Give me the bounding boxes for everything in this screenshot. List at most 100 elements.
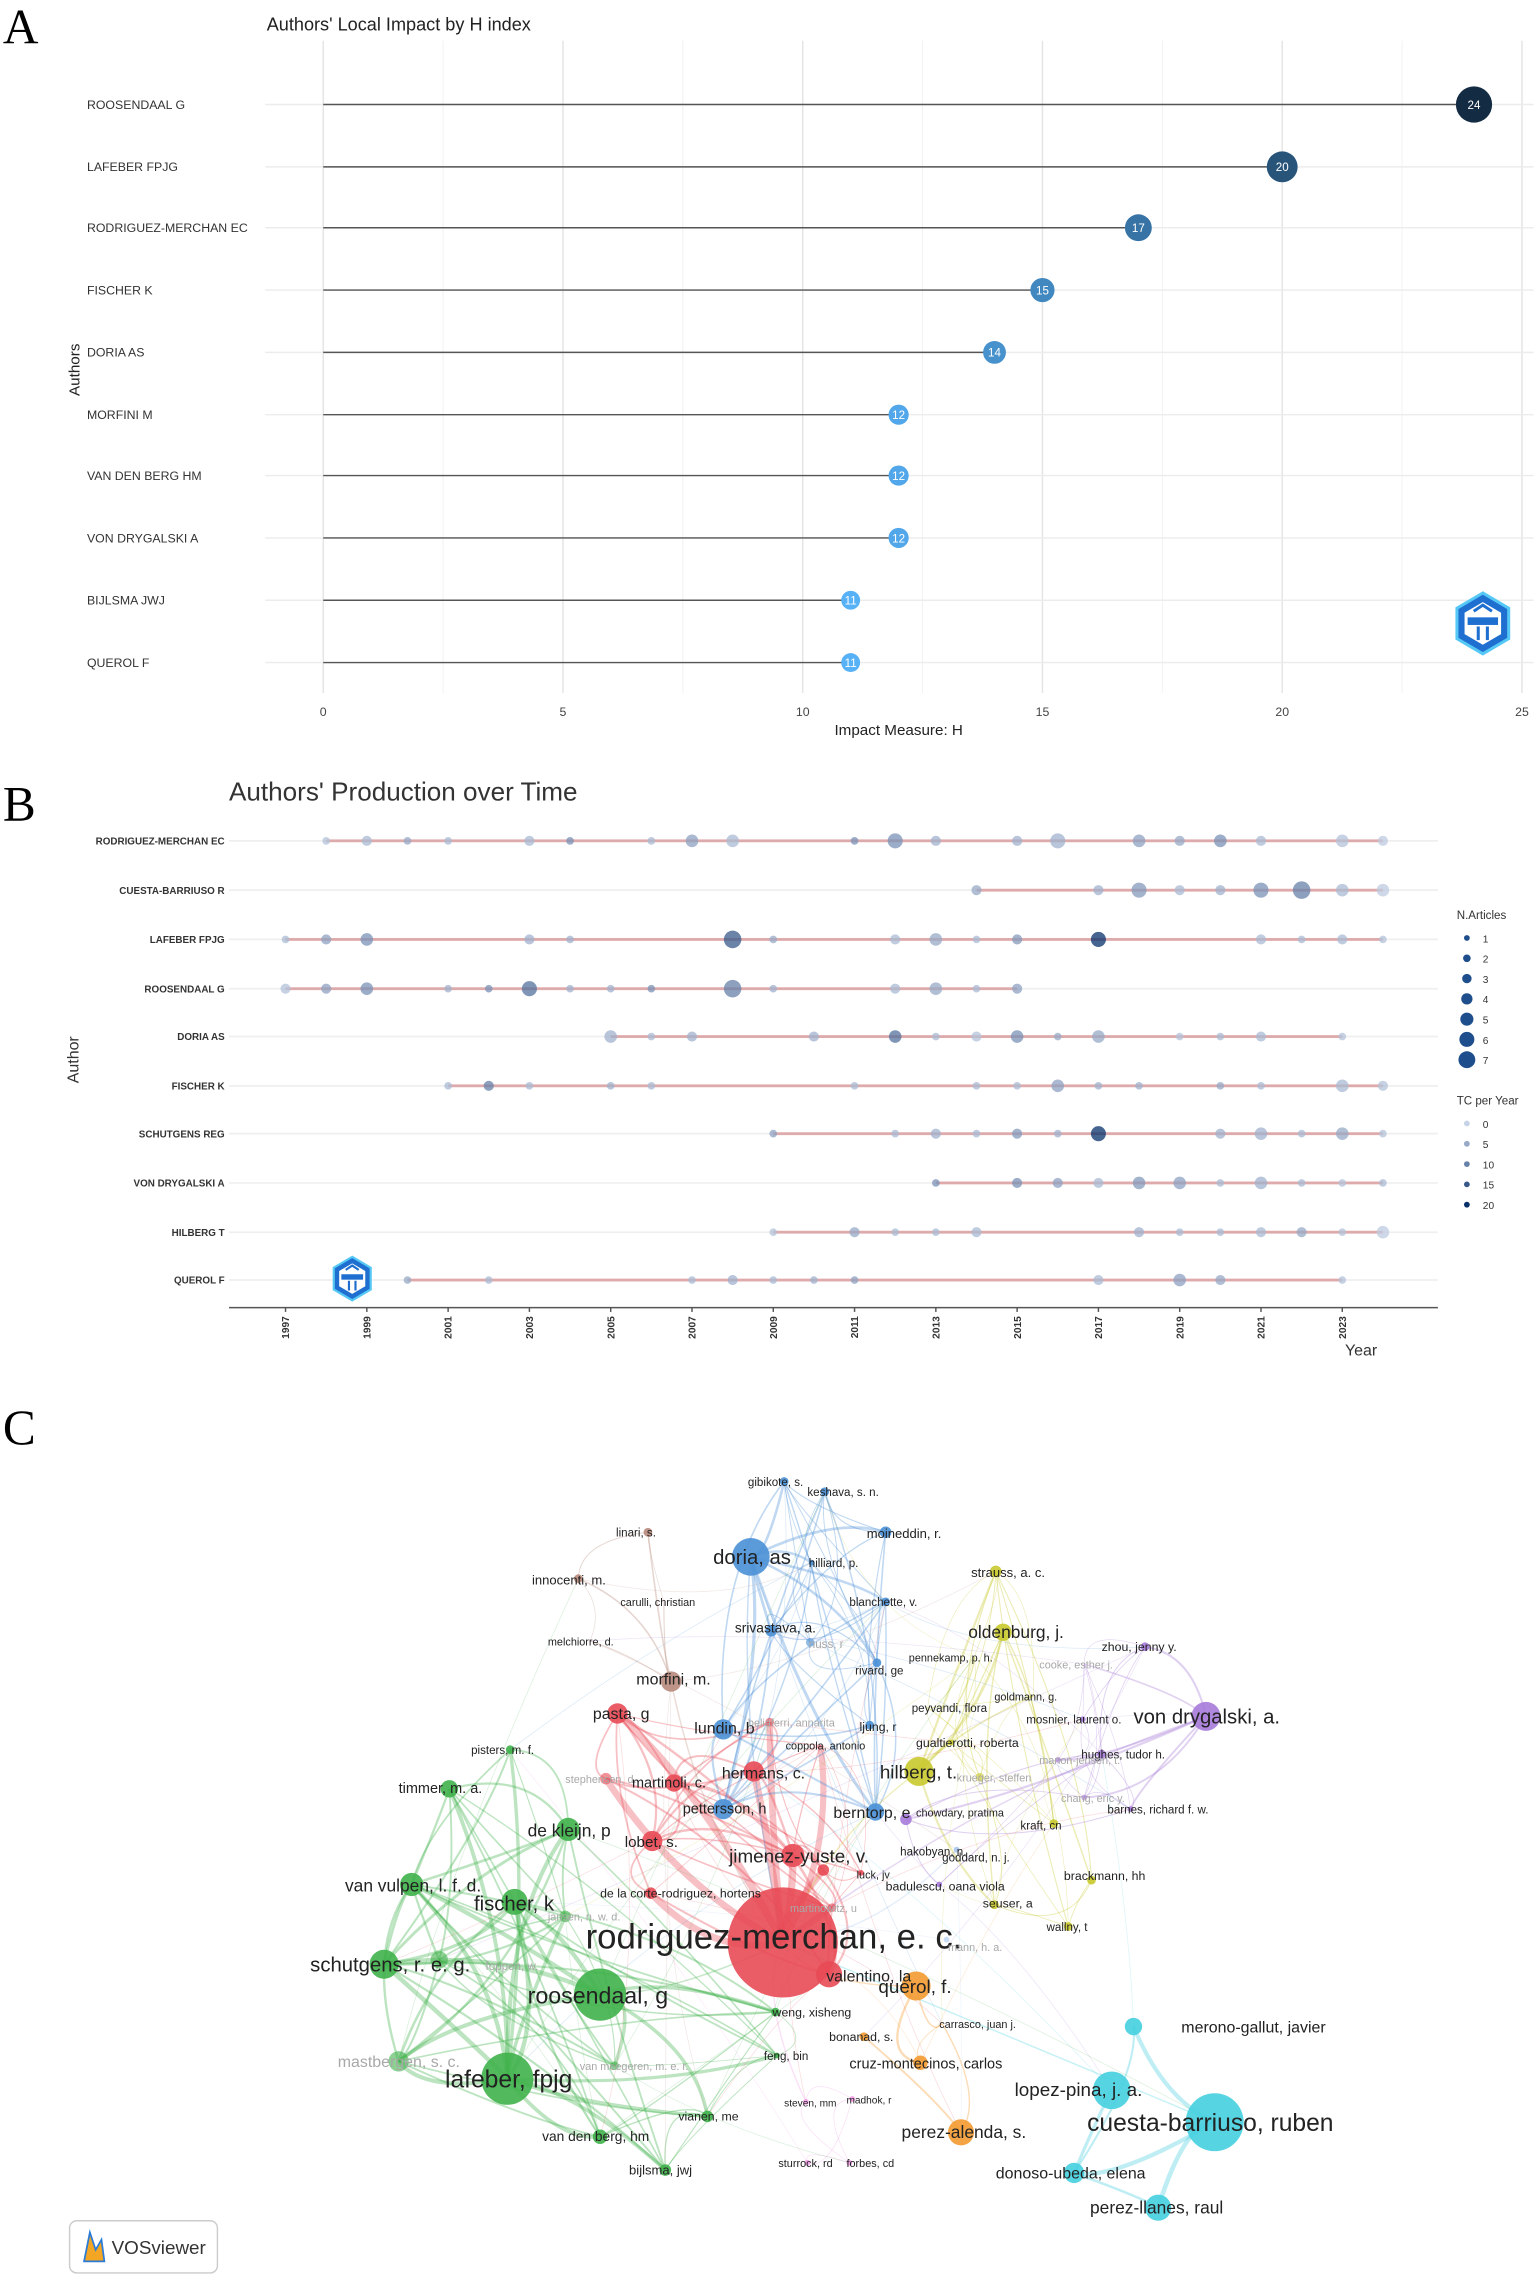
coauthorship-link (767, 1614, 811, 1643)
author-label: peyvandi, flora (912, 1703, 988, 1715)
coauthorship-link (965, 1571, 997, 1778)
author-node (765, 1717, 775, 1727)
author-node (1124, 2017, 1143, 2036)
author-node (1055, 1756, 1062, 1763)
author-node (947, 1739, 954, 1746)
coauthorship-link (410, 1788, 451, 1885)
author-node (1092, 2071, 1131, 2110)
author-label: cooke, esther j. (1039, 1660, 1113, 1672)
author-label: ljung, r (860, 1720, 897, 1734)
author-label: hilberg, t. (880, 1762, 957, 1783)
x-axis-label: Impact Measure: H (834, 722, 962, 739)
production-point (1257, 1081, 1265, 1090)
author-node (904, 1756, 934, 1786)
coauthorship-link (510, 1748, 570, 1830)
production-point (1376, 1225, 1390, 1239)
author-node (947, 2119, 975, 2146)
coauthorship-link (831, 1601, 886, 1908)
production-point (1173, 1176, 1187, 1190)
coauthorship-link (927, 1571, 996, 1708)
author-label: madhok, r (846, 2095, 892, 2106)
author-node (879, 1526, 892, 1539)
production-point (723, 930, 742, 949)
coauthorship-link (509, 1749, 566, 1917)
author-node (901, 1971, 931, 2001)
author-node (592, 2129, 608, 2144)
author-node (713, 1798, 734, 1820)
coauthorship-link (605, 1770, 754, 1789)
production-point (1050, 833, 1066, 849)
production-point (1254, 1176, 1268, 1190)
author-node (713, 1719, 734, 1740)
production-point (1053, 1129, 1062, 1138)
production-point (1338, 1179, 1347, 1187)
production-point (1175, 1228, 1184, 1237)
lollipop-dot (1030, 277, 1055, 303)
coauthorship-link (770, 1621, 878, 1664)
production-point (444, 984, 452, 993)
production-point (647, 1032, 656, 1041)
coauthorship-link (438, 1959, 601, 2137)
production-point (1174, 885, 1185, 896)
production-point (850, 1081, 859, 1090)
production-point (322, 837, 331, 845)
author-node (440, 1780, 459, 1798)
author-node (859, 2032, 869, 2042)
production-point (929, 933, 943, 946)
coauthorship-link (411, 1883, 776, 2013)
production-point (688, 1276, 696, 1284)
h-index-chart: Authors' Local Impact by H index 0 5 10 15 20… (67, 15, 1534, 739)
coauthorship-link (438, 1959, 615, 2067)
author-label: cuesta-barriuso, ruben (1087, 2110, 1333, 2137)
author-label: brackmann, hh (1064, 1869, 1146, 1883)
coauthorship-link (449, 1782, 570, 1830)
network-nodes (369, 1477, 1244, 2221)
author-node (846, 2159, 853, 2166)
coauthorship-link (672, 1754, 755, 1784)
author-label: strauss, a. c. (971, 1565, 1045, 1580)
coauthorship-link (652, 1837, 862, 1874)
x-tick-label: 2003 (525, 1316, 536, 1339)
author-label: carulli, christian (620, 1597, 695, 1609)
coauthorship-link (874, 1662, 897, 1813)
production-point (361, 835, 372, 846)
production-point (1255, 934, 1267, 945)
production-point (1053, 1032, 1062, 1041)
badge-frame (68, 2220, 219, 2274)
coauthorship-link (616, 1712, 770, 1740)
coauthorship-link (1083, 1664, 1098, 1798)
author-label: chang, eric y. (1061, 1793, 1125, 1805)
author-label: bonanad, s. (829, 2030, 893, 2044)
author-label: nuss, r (809, 1639, 844, 1651)
author-label: oldenburg, j. (968, 1622, 1064, 1642)
author-node (943, 1936, 950, 1943)
chart-title: Authors' Production over Time (229, 776, 578, 806)
y-tick-label: ROOSENDAAL G (144, 984, 225, 995)
coauthorship-link (753, 1481, 787, 1772)
coauthorship-link (833, 2098, 853, 2163)
coauthorship-link (397, 1900, 516, 2062)
production-point (1335, 883, 1349, 897)
y-tick-label: ROOSENDAAL G (87, 98, 185, 112)
coauthorship-link (722, 1491, 826, 1810)
author-node (1079, 1716, 1086, 1723)
author-node (1145, 2194, 1172, 2221)
coauthorship-link (808, 1642, 878, 1670)
coauthorship-link (950, 1742, 1055, 1824)
coauthorship-link (448, 1788, 601, 2137)
author-label: hermans, c. (722, 1766, 805, 1783)
coauthorship-link (927, 1707, 1054, 1824)
production-point (1013, 1081, 1021, 1090)
panel-letter-b: B (3, 777, 36, 832)
production-point (1216, 1032, 1225, 1041)
coauthorship-link (671, 1571, 996, 1682)
coauthorship-link (617, 1712, 821, 1746)
author-node (913, 2055, 928, 2071)
author-node (765, 1625, 777, 1637)
production-point (444, 837, 452, 845)
production-point (1216, 1228, 1225, 1237)
badge-label: VOSviewer (112, 2237, 206, 2258)
author-node (936, 1881, 943, 1888)
author-label: moineddin, r. (867, 1526, 942, 1541)
author-node (645, 1887, 657, 1899)
